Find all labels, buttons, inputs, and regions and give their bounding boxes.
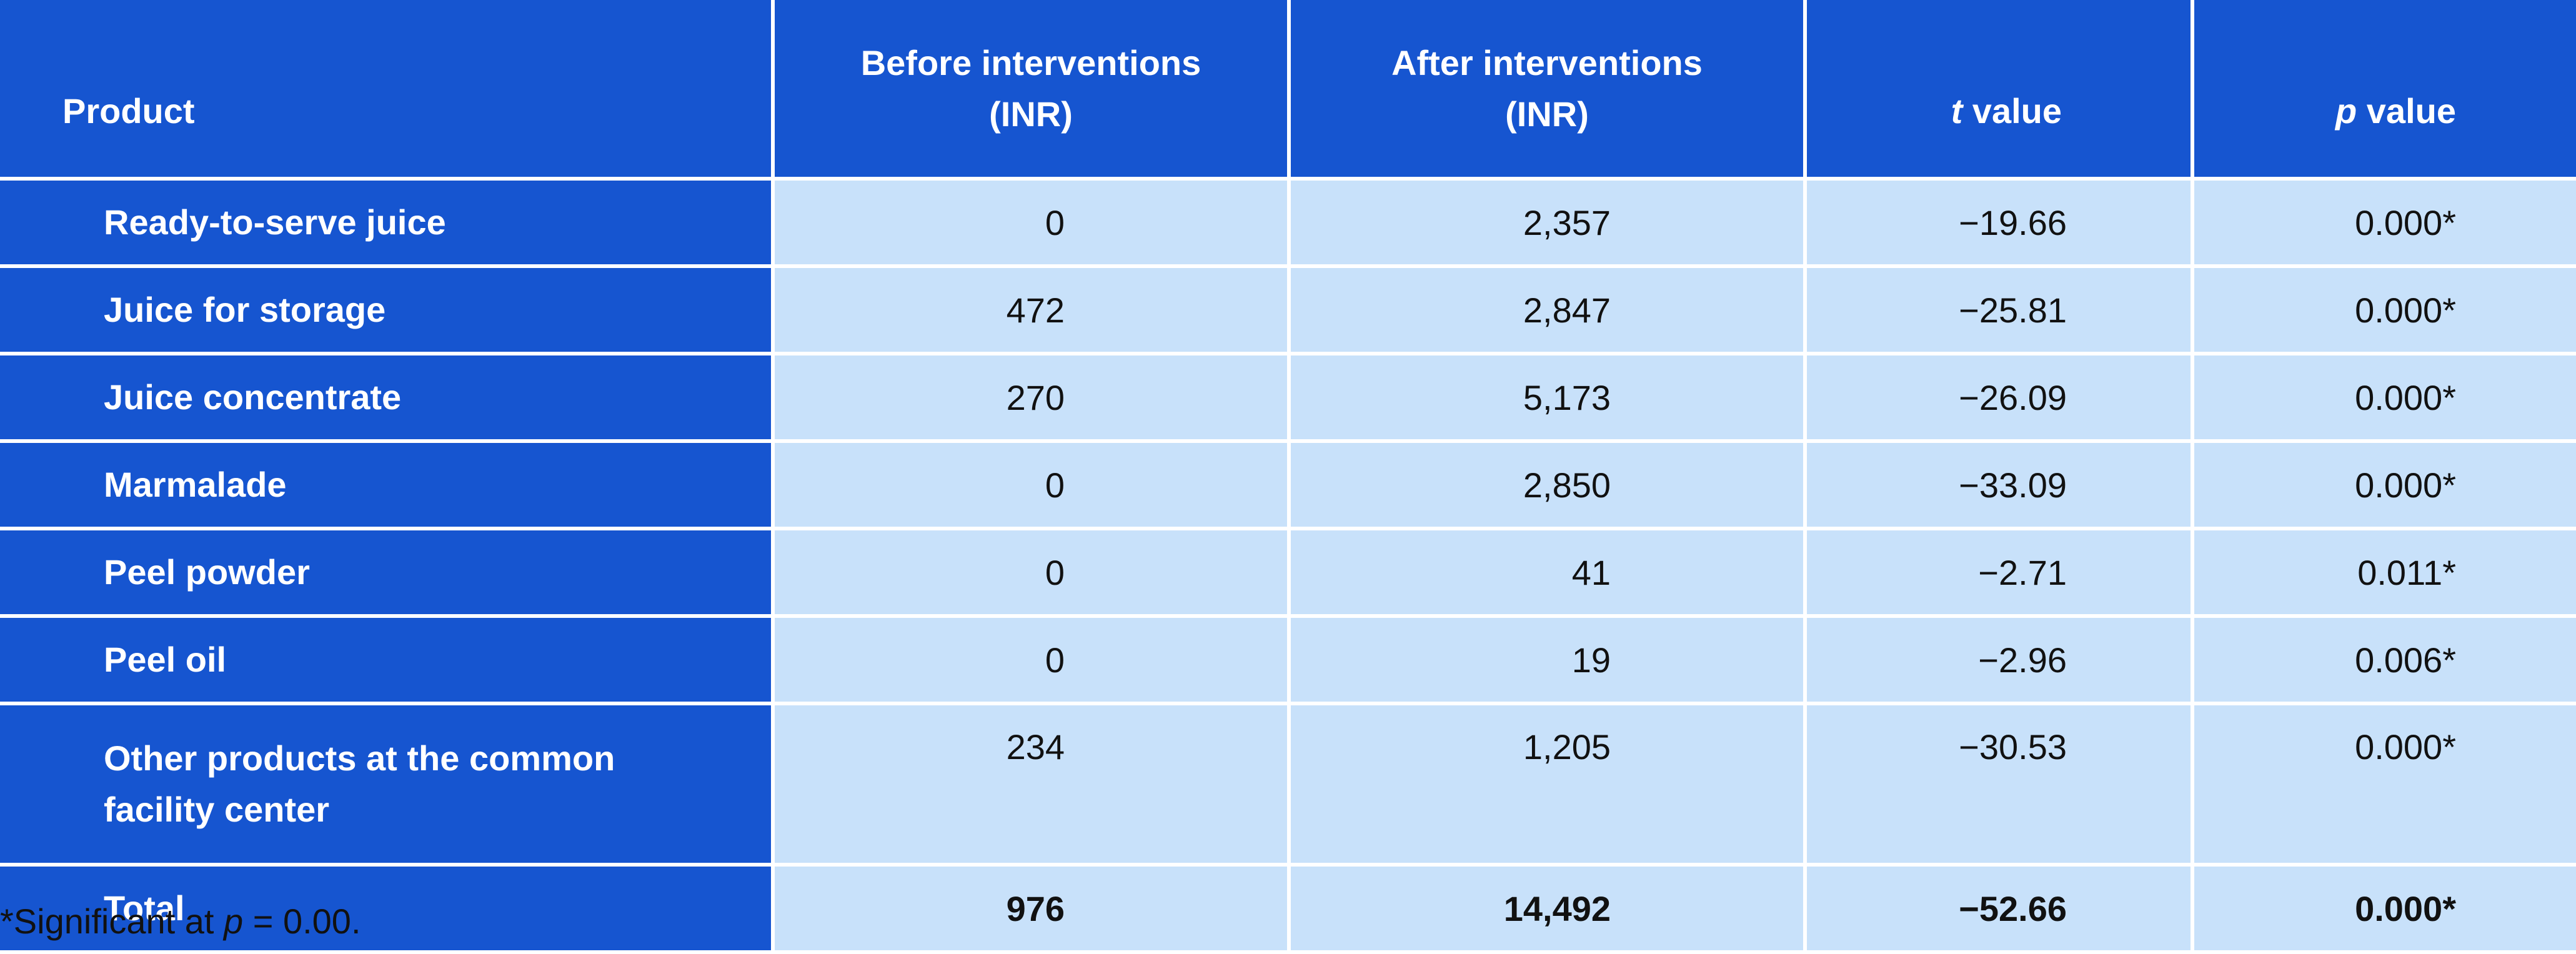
- header-after-interventions: After interventions (INR): [1291, 0, 1803, 177]
- product-cell: Peel powder: [0, 530, 771, 614]
- table-row: Peel powder 0 41 −2.71 0.011*: [0, 530, 2576, 614]
- header-t-value: t value: [1807, 0, 2191, 177]
- table-footnote: *Significant at p = 0.00.: [0, 902, 361, 941]
- after-value-cell: 41: [1291, 530, 1803, 614]
- header-p-value: p value: [2194, 0, 2576, 177]
- p-value-cell: 0.006*: [2194, 618, 2576, 702]
- p-value-cell: 0.011*: [2194, 530, 2576, 614]
- table-row: Other products at the common facility cen…: [0, 705, 2576, 863]
- p-value-cell: 0.000*: [2194, 705, 2576, 863]
- t-value-cell: −26.09: [1807, 355, 2191, 439]
- t-value-cell: −2.96: [1807, 618, 2191, 702]
- product-cell: Ready-to-serve juice: [0, 181, 771, 264]
- table-row: Marmalade 0 2,850 −33.09 0.000*: [0, 443, 2576, 527]
- product-cell: Other products at the common facility cen…: [0, 705, 771, 863]
- before-value-cell: 0: [775, 181, 1287, 264]
- header-row: Product Before interventions (INR) After …: [0, 0, 2576, 177]
- header-product: Product: [0, 0, 771, 177]
- p-value-cell: 0.000*: [2194, 355, 2576, 439]
- before-value-cell: 270: [775, 355, 1287, 439]
- after-value-cell: 2,357: [1291, 181, 1803, 264]
- product-cell: Marmalade: [0, 443, 771, 527]
- before-value-cell: 472: [775, 268, 1287, 352]
- after-value-cell: 5,173: [1291, 355, 1803, 439]
- table-row: Ready-to-serve juice 0 2,357 −19.66 0.00…: [0, 181, 2576, 264]
- before-value-cell: 976: [775, 867, 1287, 950]
- t-value-cell: −25.81: [1807, 268, 2191, 352]
- product-cell: Peel oil: [0, 618, 771, 702]
- t-value-cell: −30.53: [1807, 705, 2191, 863]
- after-value-cell: 2,850: [1291, 443, 1803, 527]
- after-value-cell: 14,492: [1291, 867, 1803, 950]
- t-value-cell: −2.71: [1807, 530, 2191, 614]
- after-value-cell: 1,205: [1291, 705, 1803, 863]
- product-cell: Total: [0, 867, 771, 950]
- before-value-cell: 0: [775, 530, 1287, 614]
- total-row: Total 976 14,492 −52.66 0.000*: [0, 867, 2576, 950]
- before-value-cell: 0: [775, 443, 1287, 527]
- table-row: Juice concentrate 270 5,173 −26.09 0.000…: [0, 355, 2576, 439]
- p-value-cell: 0.000*: [2194, 867, 2576, 950]
- after-value-cell: 2,847: [1291, 268, 1803, 352]
- header-before-interventions: Before interventions (INR): [775, 0, 1287, 177]
- product-cell: Juice concentrate: [0, 355, 771, 439]
- p-value-cell: 0.000*: [2194, 443, 2576, 527]
- after-value-cell: 19: [1291, 618, 1803, 702]
- before-value-cell: 0: [775, 618, 1287, 702]
- table-row: Juice for storage 472 2,847 −25.81 0.000…: [0, 268, 2576, 352]
- p-value-cell: 0.000*: [2194, 268, 2576, 352]
- t-value-cell: −52.66: [1807, 867, 2191, 950]
- t-value-cell: −33.09: [1807, 443, 2191, 527]
- t-value-cell: −19.66: [1807, 181, 2191, 264]
- product-cell: Juice for storage: [0, 268, 771, 352]
- before-value-cell: 234: [775, 705, 1287, 863]
- p-value-cell: 0.000*: [2194, 181, 2576, 264]
- table-row: Peel oil 0 19 −2.96 0.006*: [0, 618, 2576, 702]
